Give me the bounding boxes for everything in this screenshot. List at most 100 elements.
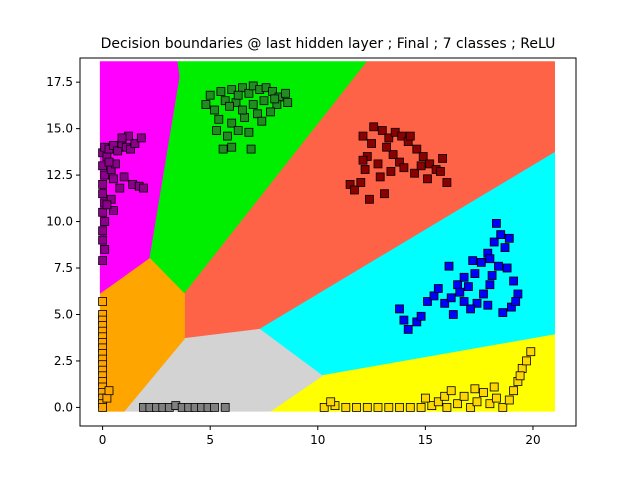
scatter-point-class0-23 [98, 256, 107, 266]
scatter-point-class4-15 [459, 391, 469, 401]
scatter-point-class2-28 [442, 178, 452, 187]
scatter-point-class0-14 [100, 170, 110, 180]
x-tick-label: 20 [525, 433, 540, 447]
scatter-point-class3-21 [479, 289, 488, 299]
scatter-point-class4-20 [491, 393, 501, 403]
y-tick-label: 15.0 [46, 122, 73, 136]
scatter-point-class1-20 [227, 118, 237, 128]
scatter-point-class3-5 [423, 297, 432, 306]
scatter-point-class2-23 [380, 189, 389, 199]
x-axis: 0 5 10 15 20 [99, 426, 541, 447]
scatter-point-class3-31 [444, 261, 454, 271]
scatter-point-class3-34 [504, 233, 514, 243]
x-tick-label: 10 [310, 433, 325, 447]
scatter-point-class0-16 [98, 189, 107, 199]
scatter-point-class0-21 [98, 235, 107, 245]
chart-title: Decision boundaries @ last hidden layer … [101, 36, 556, 52]
scatter-point-class3-4 [416, 311, 426, 321]
scatter-point-class0-19 [100, 217, 110, 227]
scatter-point-class4-25 [517, 363, 527, 373]
scatter-point-class1-9 [244, 88, 254, 98]
scatter-point-class4-33 [515, 371, 525, 381]
y-tick-label: 2.5 [54, 354, 73, 368]
scatter-point-class3-16 [489, 237, 499, 247]
scatter-point-class0-5 [113, 146, 123, 156]
scatter-point-class3-6 [429, 291, 439, 301]
scatter-point-class4-0 [319, 402, 329, 412]
scatter-point-class4-22 [504, 395, 514, 405]
scatter-point-class2-18 [423, 174, 432, 184]
scatter-point-class3-32 [448, 310, 458, 319]
scatter-point-class1-25 [244, 127, 254, 137]
scatter-point-class1-18 [253, 109, 262, 119]
scatter-point-class3-25 [502, 263, 512, 273]
scatter-point-class4-8 [405, 402, 415, 412]
y-tick-label: 12.5 [46, 168, 73, 182]
scatter-point-class6-20 [104, 386, 114, 396]
scatter-point-class5-12 [220, 402, 230, 412]
scatter-point-class2-9 [384, 133, 394, 143]
scatter-point-class2-24 [364, 194, 374, 204]
scatter-point-class4-2 [341, 402, 351, 412]
scatter-point-class3-10 [453, 280, 463, 290]
scatter-point-class4-32 [420, 393, 430, 403]
scatter-point-class4-16 [466, 402, 476, 412]
scatter-point-class3-17 [496, 230, 506, 240]
scatter-point-class3-7 [433, 284, 443, 293]
scatter-point-class1-2 [210, 105, 219, 115]
scatter-point-class4-23 [509, 386, 519, 396]
scatter-point-class2-19 [410, 168, 420, 178]
scatter-point-class4-27 [526, 347, 536, 357]
scatter-point-class1-6 [227, 85, 237, 94]
scatter-point-class1-29 [212, 126, 222, 135]
scatter-point-class4-5 [373, 402, 383, 412]
scatter-point-class2-6 [358, 131, 368, 141]
scatter-point-class2-15 [425, 159, 435, 169]
scatter-point-class2-25 [358, 155, 368, 165]
scatter-point-class4-21 [498, 402, 508, 412]
scatter-point-class2-33 [405, 131, 415, 141]
scatter-point-class4-6 [384, 402, 394, 412]
scatter-point-class1-30 [225, 101, 235, 111]
scatter-point-class1-15 [281, 88, 290, 98]
y-tick-label: 17.5 [46, 75, 73, 89]
scatter-point-class2-2 [356, 178, 366, 187]
scatter-point-class4-11 [433, 397, 443, 407]
scatter-point-class1-21 [222, 131, 232, 141]
scatter-point-class4-12 [440, 391, 450, 401]
data-points [98, 81, 536, 412]
x-tick-label: 0 [99, 433, 107, 447]
plot-frame [79, 57, 577, 427]
scatter-point-class1-33 [283, 98, 293, 107]
scatter-point-class6-19 [102, 393, 112, 403]
scatter-point-class2-11 [397, 131, 407, 141]
scatter-point-class4-17 [472, 397, 482, 407]
scatter-point-class4-18 [479, 388, 488, 397]
scatter-point-class4-7 [395, 402, 404, 412]
scatter-point-class4-3 [352, 402, 361, 412]
scatter-point-class1-35 [233, 90, 243, 100]
scatter-point-class3-33 [491, 218, 501, 228]
scatter-point-class6-0 [98, 297, 107, 306]
scatter-point-class0-25 [109, 174, 118, 184]
scatter-point-class1-34 [270, 94, 280, 104]
scatter-point-class2-22 [375, 172, 385, 182]
scatter-point-class1-26 [248, 100, 258, 109]
scatter-point-class2-31 [382, 142, 392, 152]
scatter-point-class4-9 [416, 402, 426, 412]
scatter-point-class1-0 [201, 100, 211, 109]
scatter-point-class4-28 [442, 402, 452, 412]
scatter-point-class0-11 [136, 133, 146, 143]
scatter-point-class0-15 [98, 179, 107, 189]
scatter-point-class4-4 [362, 402, 372, 412]
scatter-point-class4-31 [326, 397, 336, 407]
scatter-point-class3-38 [511, 297, 521, 306]
scatter-point-class3-1 [399, 315, 409, 325]
scatter-point-class5-11 [210, 402, 219, 412]
scatter-point-class3-8 [440, 298, 450, 308]
scatter-point-class3-23 [466, 304, 476, 314]
scatter-point-class3-26 [509, 276, 519, 286]
scatter-point-class3-35 [468, 256, 478, 266]
y-tick-label: 0.0 [54, 400, 73, 414]
scatter-point-class1-32 [257, 116, 267, 126]
